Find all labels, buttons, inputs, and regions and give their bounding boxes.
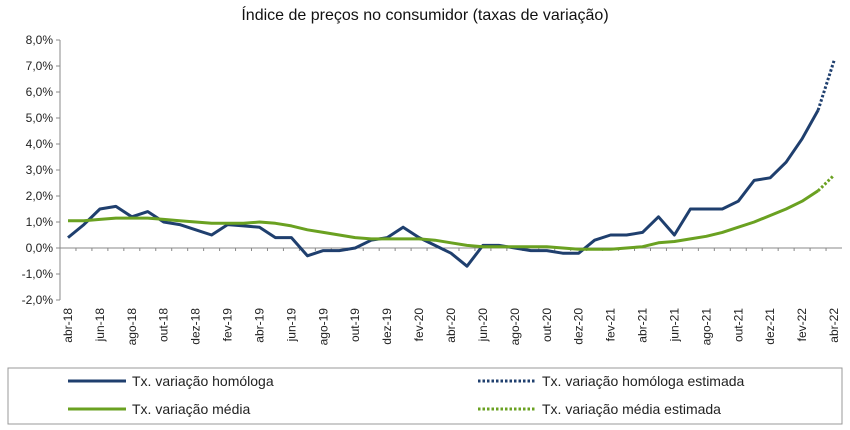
legend-label: Tx. variação média estimada (542, 401, 721, 417)
series-line-2 (68, 189, 819, 251)
x-tick-label: ago-18 (125, 308, 139, 346)
x-tick-label: jun-18 (93, 308, 107, 343)
legend: Tx. variação homóloga Tx. variação homólo… (68, 373, 745, 417)
series-line-3 (817, 174, 836, 192)
series-line-1 (816, 60, 836, 111)
x-tick-label: ago-20 (508, 308, 522, 346)
x-tick-label: abr-21 (636, 308, 650, 343)
x-axis: abr-18 jun-18 ago-18 out-18 dez-18 fev-19 abr-… (59, 247, 842, 346)
y-tick-label: 8,0% (26, 33, 54, 47)
x-tick-label: dez-18 (189, 308, 203, 345)
x-tick-label: fev-22 (795, 308, 809, 342)
x-tick-label: jun-21 (667, 308, 681, 343)
x-tick-label: fev-20 (412, 308, 426, 342)
x-tick-label: ago-19 (316, 308, 330, 346)
legend-label: Tx. variação média (132, 401, 250, 417)
x-tick-label: ago-21 (699, 308, 713, 346)
chart-title: Índice de preços no consumidor (taxas de… (241, 5, 608, 24)
x-tick-label: out-19 (348, 308, 362, 342)
x-tick-label: jun-19 (284, 308, 298, 343)
x-tick-label: abr-18 (61, 308, 75, 343)
x-tick-label: fev-21 (604, 308, 618, 342)
series-line-0 (67, 109, 820, 268)
x-tick-label: abr-19 (252, 308, 266, 343)
x-tick-label: out-20 (540, 308, 554, 342)
x-tick-label: abr-22 (827, 308, 841, 343)
y-tick-label: 2,0% (26, 189, 54, 203)
x-tick-label: out-18 (157, 308, 171, 342)
legend-label: Tx. variação homóloga (132, 373, 274, 389)
y-tick-label: 7,0% (26, 59, 54, 73)
y-tick-label: 1,0% (26, 215, 54, 229)
x-tick-label: out-21 (731, 308, 745, 342)
y-tick-label: 4,0% (26, 137, 54, 151)
y-tick-label: 0,0% (26, 241, 54, 255)
x-tick-label: dez-20 (572, 308, 586, 345)
x-tick-label: dez-19 (380, 308, 394, 345)
x-tick-label: jun-20 (476, 308, 490, 343)
y-tick-label: -2,0% (22, 293, 54, 307)
y-tick-label: -1,0% (22, 267, 54, 281)
x-tick-label: fev-19 (221, 308, 235, 342)
y-tick-label: 6,0% (26, 85, 54, 99)
x-tick-label: abr-20 (444, 308, 458, 343)
y-tick-label: 5,0% (26, 111, 54, 125)
x-tick-label: dez-21 (763, 308, 777, 345)
y-tick-label: 3,0% (26, 163, 54, 177)
series-layer (67, 60, 836, 268)
legend-box (7, 367, 843, 425)
y-axis: 8,0% 7,0% 6,0% 5,0% 4,0% 3,0% 2,0% 1,0% 0,0% -1,0… (22, 33, 61, 307)
legend-label: Tx. variação homóloga estimada (542, 373, 745, 389)
